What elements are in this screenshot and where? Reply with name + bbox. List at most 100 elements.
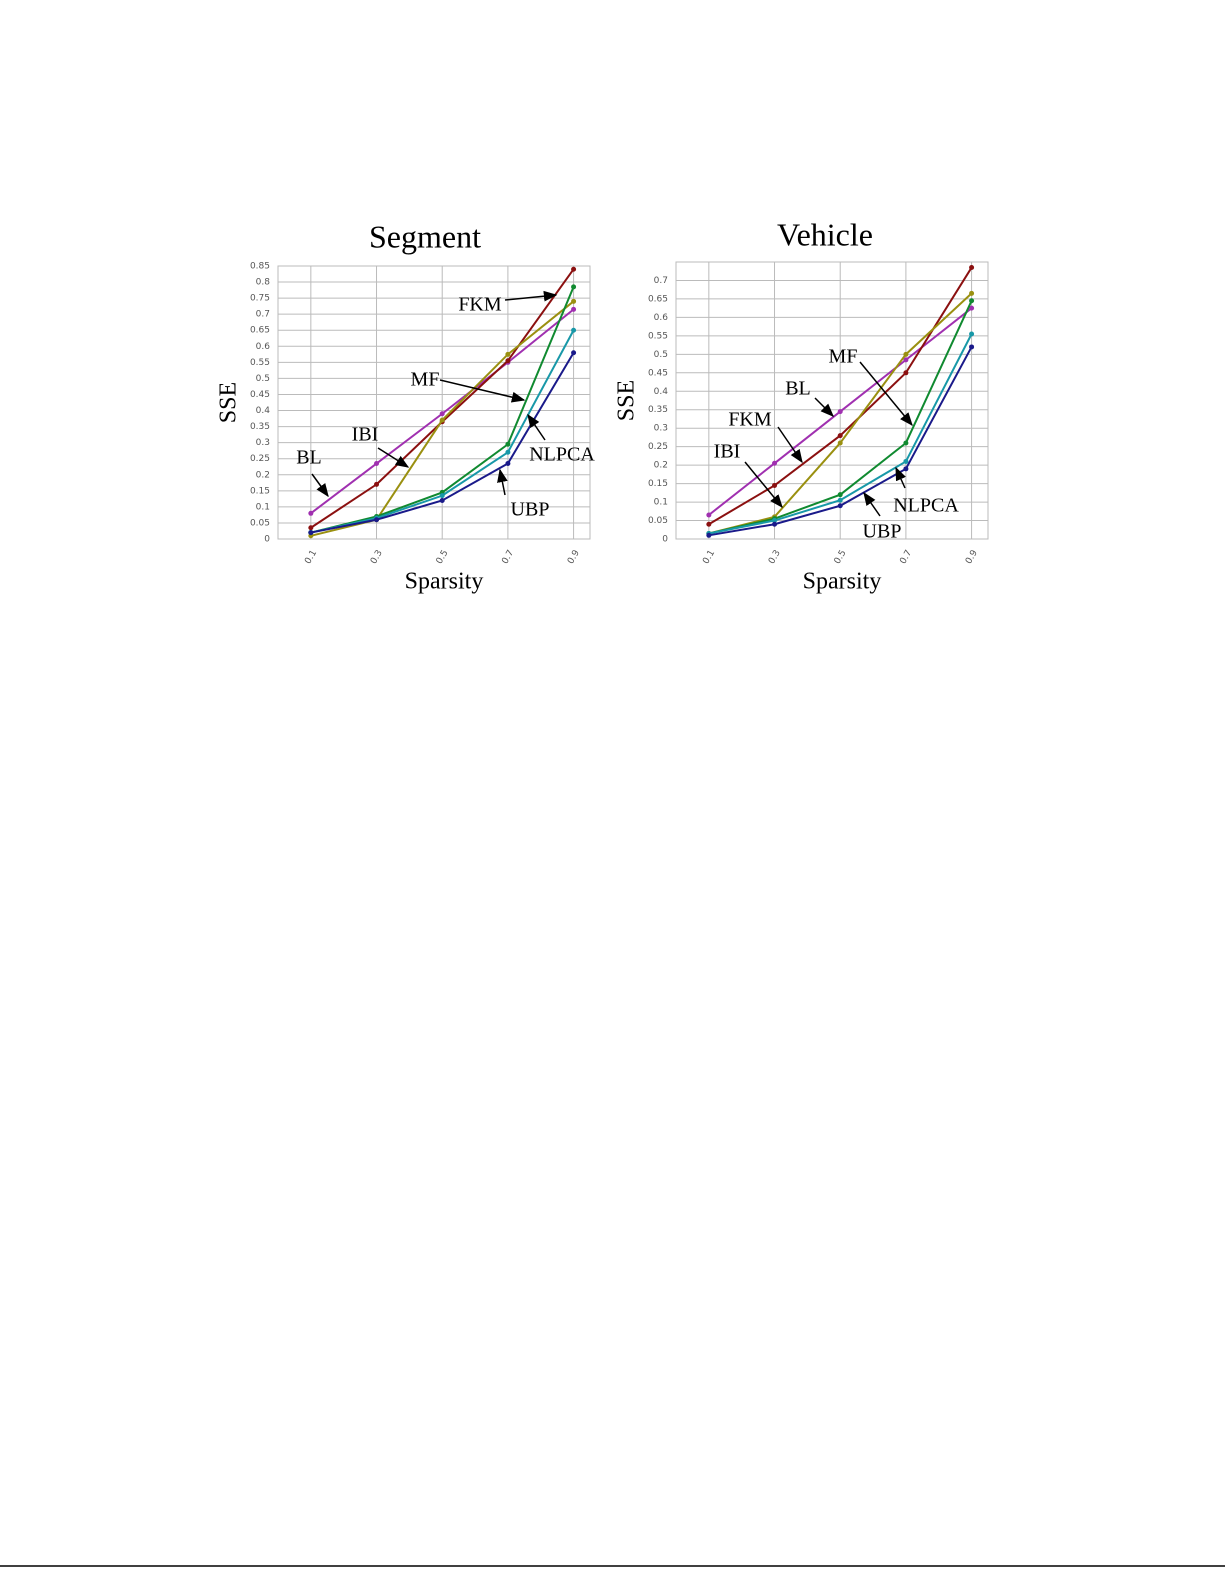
data-point [571, 284, 577, 290]
x-tick-label: 0.1 [701, 549, 717, 566]
data-point [837, 433, 843, 439]
data-point [374, 461, 380, 467]
x-axis-label: Sparsity [405, 569, 484, 595]
x-tick-label: 0.3 [369, 549, 385, 566]
y-tick-label: 0.05 [648, 516, 668, 526]
data-point [837, 440, 843, 446]
y-tick-label: 0.65 [648, 294, 668, 304]
y-tick-label: 0.4 [654, 387, 669, 397]
data-point [571, 350, 577, 356]
series-label: FKM [728, 409, 772, 431]
data-point [505, 351, 511, 357]
data-point [308, 525, 314, 531]
data-point [903, 466, 909, 472]
series-label: BL [296, 447, 322, 469]
x-axis-label: Sparsity [803, 569, 882, 595]
data-point [772, 482, 778, 488]
y-tick-label: 0.45 [250, 390, 270, 400]
data-point [772, 521, 778, 527]
label-arrow [814, 397, 834, 417]
y-tick-label: 0.5 [256, 374, 270, 384]
y-tick-label: 0.55 [250, 358, 270, 368]
data-point [903, 440, 909, 446]
series-label: NLPCA [529, 444, 595, 466]
y-tick-label: 0.7 [654, 276, 668, 286]
x-tick-label: 0.1 [303, 549, 319, 566]
data-point [837, 497, 843, 503]
y-tick-label: 0.2 [256, 470, 270, 480]
data-point [505, 461, 511, 467]
data-point [571, 327, 577, 333]
label-arrow [504, 290, 558, 302]
label-arrow [863, 491, 881, 517]
chart-title: Segment [369, 218, 481, 254]
series-label: MF [829, 346, 858, 368]
y-tick-label: 0.2 [654, 461, 668, 471]
x-tick-label: 0.7 [898, 549, 914, 566]
label-arrow [895, 466, 906, 489]
data-point [439, 493, 445, 499]
data-point [903, 357, 909, 363]
data-point [439, 497, 445, 503]
data-point [903, 458, 909, 464]
y-tick-label: 0.55 [648, 331, 668, 341]
label-arrow [527, 413, 546, 441]
series-label: MF [411, 369, 440, 391]
x-tick-label: 0.7 [500, 549, 516, 566]
y-tick-label: 0 [662, 535, 668, 545]
data-point [374, 481, 380, 487]
label-arrow [744, 461, 783, 509]
data-point [837, 503, 843, 509]
series-label: IBI [714, 441, 741, 463]
data-point [969, 305, 975, 311]
series-label: BL [785, 378, 811, 400]
data-point [706, 532, 712, 538]
data-point [505, 358, 511, 364]
y-tick-label: 0.8 [256, 278, 271, 288]
y-tick-label: 0.7 [256, 310, 270, 320]
y-tick-label: 0.3 [256, 438, 270, 448]
x-tick-label: 0.3 [767, 549, 783, 566]
y-tick-label: 0.45 [648, 368, 668, 378]
data-point [903, 351, 909, 357]
y-tick-label: 0.75 [250, 294, 270, 304]
y-tick-label: 0.25 [648, 442, 668, 452]
data-point [505, 449, 511, 455]
label-arrow [497, 468, 508, 496]
y-axis-label: SSE [614, 380, 640, 421]
label-arrow [377, 447, 410, 468]
data-point [706, 512, 712, 518]
data-point [903, 370, 909, 376]
data-point [571, 266, 577, 272]
data-point [837, 492, 843, 498]
x-tick-label: 0.5 [833, 549, 849, 566]
series-label: UBP [863, 521, 902, 543]
y-tick-label: 0.35 [250, 422, 270, 432]
x-tick-label: 0.5 [435, 549, 451, 566]
y-tick-label: 0.85 [250, 262, 270, 272]
data-point [505, 441, 511, 447]
y-tick-label: 0.3 [654, 424, 668, 434]
label-arrow [311, 473, 329, 498]
y-tick-label: 0.25 [250, 454, 270, 464]
data-point [706, 521, 712, 527]
data-point [571, 306, 577, 312]
y-tick-label: 0.65 [250, 326, 270, 336]
series-label: IBI [352, 424, 379, 446]
data-point [571, 298, 577, 304]
data-point [969, 265, 975, 271]
series-label: NLPCA [893, 495, 959, 517]
data-point [374, 517, 380, 523]
data-point [439, 417, 445, 423]
data-point [308, 530, 314, 536]
y-tick-label: 0.5 [654, 350, 668, 360]
label-arrow [777, 426, 803, 464]
y-tick-label: 0.4 [256, 406, 271, 416]
x-tick-label: 0.9 [964, 548, 980, 566]
y-tick-label: 0.1 [654, 498, 668, 508]
series-label: UBP [511, 499, 550, 521]
data-point [308, 510, 314, 516]
chart-title: Vehicle [777, 216, 873, 252]
y-tick-label: 0.15 [250, 486, 270, 496]
